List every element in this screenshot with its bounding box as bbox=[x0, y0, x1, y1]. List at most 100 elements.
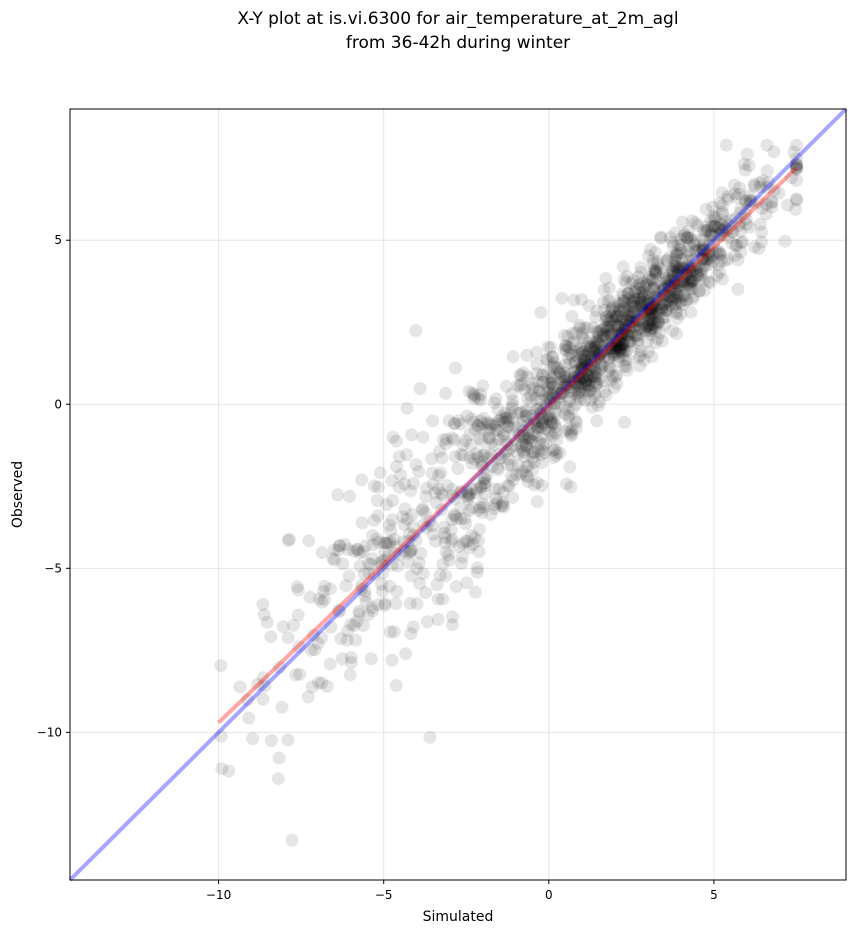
scatter-point bbox=[256, 597, 270, 611]
scatter-point bbox=[646, 312, 660, 326]
scatter-point bbox=[519, 409, 533, 423]
scatter-point bbox=[679, 263, 692, 277]
scatter-point bbox=[323, 582, 337, 596]
scatter-point bbox=[553, 366, 567, 380]
scatter-point bbox=[641, 277, 654, 291]
scatter-point bbox=[445, 535, 458, 549]
scatter-point bbox=[365, 601, 379, 615]
scatter-point bbox=[619, 360, 633, 374]
scatter-point bbox=[305, 680, 319, 694]
scatter-point bbox=[637, 312, 651, 326]
scatter-point bbox=[646, 282, 660, 296]
scatter-point bbox=[644, 300, 658, 314]
scatter-point bbox=[475, 455, 489, 469]
scatter-point bbox=[361, 608, 375, 622]
scatter-point bbox=[695, 241, 709, 255]
scatter-point bbox=[672, 238, 685, 252]
scatter-point bbox=[668, 252, 682, 266]
scatter-point bbox=[455, 550, 469, 564]
scatter-point bbox=[376, 566, 390, 580]
scatter-point bbox=[658, 318, 672, 331]
scatter-point bbox=[602, 351, 616, 365]
scatter-point bbox=[636, 299, 650, 313]
scatter-point bbox=[472, 503, 486, 517]
scatter-point bbox=[356, 619, 370, 632]
scatter-point bbox=[434, 466, 448, 480]
scatter-point bbox=[611, 338, 625, 352]
scatter-point bbox=[553, 365, 567, 379]
scatter-point bbox=[439, 569, 453, 583]
scatter-point bbox=[632, 277, 646, 291]
scatter-point bbox=[588, 379, 602, 393]
scatter-point bbox=[544, 377, 558, 390]
scatter-point bbox=[315, 595, 329, 609]
scatter-point bbox=[517, 449, 531, 463]
scatter-point bbox=[614, 329, 627, 343]
scatter-point bbox=[683, 276, 697, 290]
scatter-point bbox=[344, 656, 358, 670]
scatter-point bbox=[501, 419, 514, 433]
scatter-point bbox=[501, 411, 515, 425]
scatter-point bbox=[367, 479, 381, 493]
scatter-point bbox=[753, 176, 767, 190]
scatter-point bbox=[588, 362, 602, 376]
scatter-point bbox=[586, 321, 600, 335]
scatter-point bbox=[577, 371, 591, 385]
scatter-point bbox=[713, 217, 727, 231]
scatter-point bbox=[577, 358, 591, 371]
scatter-point bbox=[281, 733, 295, 747]
scatter-point bbox=[621, 352, 635, 366]
scatter-point bbox=[468, 389, 482, 403]
scatter-point bbox=[641, 319, 655, 333]
scatter-point bbox=[579, 340, 593, 353]
scatter-point bbox=[642, 286, 656, 300]
scatter-point bbox=[541, 385, 555, 399]
scatter-point bbox=[347, 618, 361, 632]
scatter-point bbox=[646, 257, 660, 271]
scatter-point bbox=[605, 328, 619, 342]
scatter-point bbox=[605, 341, 619, 355]
scatter-point bbox=[547, 391, 561, 405]
scatter-point bbox=[589, 344, 603, 358]
scatter-point bbox=[419, 490, 433, 503]
scatter-point bbox=[567, 370, 581, 384]
scatter-point bbox=[476, 459, 490, 473]
scatter-point bbox=[494, 413, 508, 427]
scatter-point bbox=[445, 512, 459, 526]
scatter-point bbox=[497, 427, 511, 441]
scatter-point bbox=[575, 345, 589, 359]
scatter-point bbox=[530, 476, 544, 490]
scatter-point bbox=[524, 394, 538, 408]
scatter-point bbox=[386, 430, 400, 444]
scatter-point bbox=[541, 340, 555, 354]
scatter-point bbox=[544, 396, 558, 410]
scatter-point bbox=[460, 576, 474, 590]
scatter-point bbox=[544, 387, 558, 401]
scatter-point bbox=[465, 456, 479, 470]
scatter-point bbox=[593, 363, 607, 377]
scatter-point bbox=[604, 340, 618, 354]
scatter-point bbox=[733, 181, 747, 195]
scatter-point bbox=[613, 302, 627, 316]
scatter-point bbox=[338, 538, 352, 551]
scatter-point bbox=[588, 370, 602, 384]
scatter-point bbox=[578, 394, 591, 408]
scatter-point bbox=[404, 569, 418, 583]
scatter-point bbox=[515, 377, 528, 391]
scatter-point bbox=[666, 292, 680, 306]
scatter-point bbox=[574, 377, 588, 391]
scatter-point bbox=[597, 283, 611, 297]
scatter-point bbox=[438, 531, 452, 545]
scatter-point bbox=[658, 272, 672, 286]
scatter-point bbox=[706, 200, 720, 214]
scatter-point bbox=[663, 280, 677, 294]
scatter-point bbox=[383, 625, 397, 639]
scatter-point bbox=[416, 503, 430, 517]
scatter-point bbox=[545, 389, 559, 403]
identity-line bbox=[68, 107, 848, 882]
scatter-point bbox=[691, 218, 705, 232]
scatter-point bbox=[587, 345, 601, 359]
scatter-point bbox=[471, 419, 485, 433]
scatter-point bbox=[561, 340, 575, 354]
scatter-point bbox=[669, 276, 683, 290]
